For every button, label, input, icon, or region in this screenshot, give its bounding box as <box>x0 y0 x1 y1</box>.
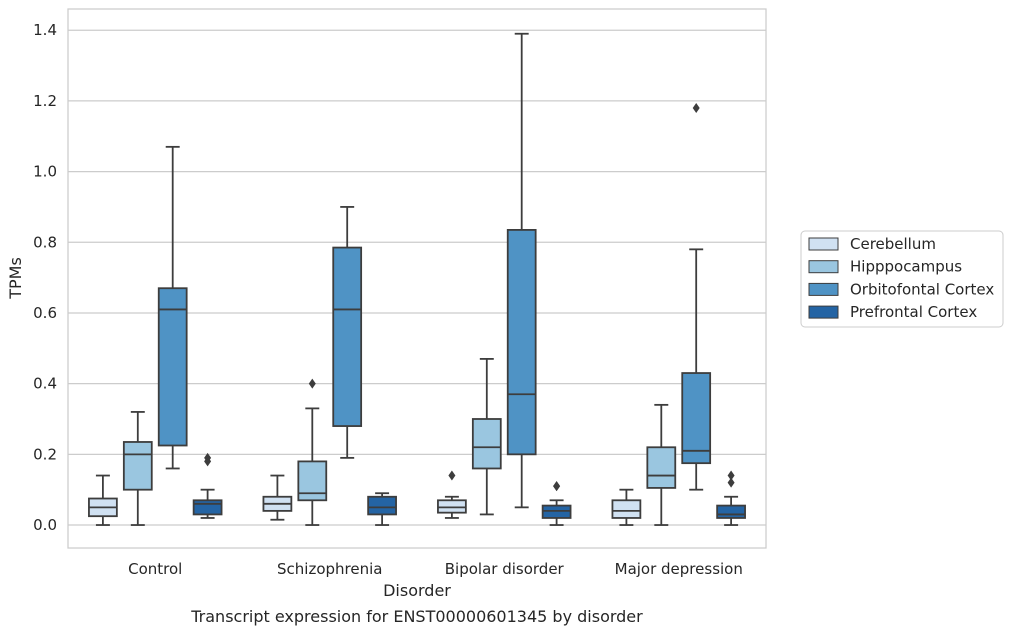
iqr-box <box>471 418 502 470</box>
x-tick-label: Bipolar disorder <box>445 560 565 578</box>
box-prefrontal-cortex <box>367 492 397 526</box>
outlier-marker <box>553 481 561 492</box>
y-tick-label: 0.8 <box>33 233 57 251</box>
box-orbitofontal-cortex <box>157 145 188 470</box>
y-tick-label: 0.0 <box>33 516 57 534</box>
y-tick-label: 0.2 <box>33 445 57 463</box>
legend-swatch <box>808 282 839 296</box>
box-orbitofontal-cortex <box>681 102 712 491</box>
y-tick-label: 1.2 <box>33 92 57 110</box>
box-cerebellum <box>262 474 293 521</box>
plot-frame <box>67 8 767 549</box>
iqr-box <box>192 499 223 516</box>
iqr-box <box>681 372 712 465</box>
iqr-box <box>716 504 746 519</box>
box-hipppocampus <box>297 378 328 526</box>
outlier-marker <box>204 452 212 463</box>
box-hipppocampus <box>122 411 153 526</box>
box-hipppocampus <box>646 403 677 526</box>
x-tick-labels: Control Schizophrenia Bipolar disorder Majo… <box>128 560 743 578</box>
legend-swatch <box>808 237 839 251</box>
legend-frame <box>800 230 1004 328</box>
box-prefrontal-cortex <box>192 452 223 519</box>
y-tick-labels: 0.0 0.2 0.4 0.6 0.8 1.0 1.2 1.4 <box>33 21 57 534</box>
iqr-box <box>611 499 642 519</box>
iqr-box <box>122 441 153 491</box>
box-orbitofontal-cortex <box>506 32 537 509</box>
chart-caption: Transcript expression for ENST0000060134… <box>190 607 643 626</box>
legend-swatch <box>808 260 839 274</box>
y-tick-label: 0.4 <box>33 375 57 393</box>
legend: Cerebellum Hipppocampus Orbitofontal Corte… <box>800 230 1004 328</box>
box-prefrontal-cortex <box>541 481 572 526</box>
outlier-marker <box>727 477 735 488</box>
iqr-box <box>367 495 397 516</box>
iqr-box <box>297 460 328 502</box>
legend-swatch <box>808 305 839 319</box>
iqr-box <box>157 287 188 447</box>
outlier-marker <box>448 470 456 481</box>
y-tick-label: 1.4 <box>33 21 57 39</box>
legend-label: Hipppocampus <box>850 258 962 276</box>
y-axis-title: TPMs <box>6 257 25 300</box>
outlier-marker <box>308 378 316 389</box>
y-tick-label: 0.6 <box>33 304 57 322</box>
box-hipppocampus <box>471 358 502 516</box>
box-prefrontal-cortex <box>716 470 746 526</box>
iqr-box <box>506 229 537 456</box>
x-tick-label: Schizophrenia <box>277 560 382 578</box>
box-cerebellum <box>437 470 467 519</box>
outlier-marker <box>727 470 735 481</box>
box-groups <box>88 32 746 526</box>
legend-label: Orbitofontal Cortex <box>850 280 994 298</box>
iqr-box <box>646 446 677 489</box>
legend-label: Cerebellum <box>850 235 936 253</box>
outlier-marker <box>692 102 700 113</box>
x-tick-label: Control <box>128 560 182 578</box>
iqr-box <box>332 246 363 427</box>
legend-label: Prefrontal Cortex <box>850 303 977 321</box>
box-cerebellum <box>88 474 118 526</box>
box-cerebellum <box>611 488 642 526</box>
box-orbitofontal-cortex <box>332 206 363 459</box>
y-tick-label: 1.0 <box>33 163 57 181</box>
x-tick-label: Major depression <box>615 560 743 578</box>
x-axis-title: Disorder <box>383 581 451 600</box>
